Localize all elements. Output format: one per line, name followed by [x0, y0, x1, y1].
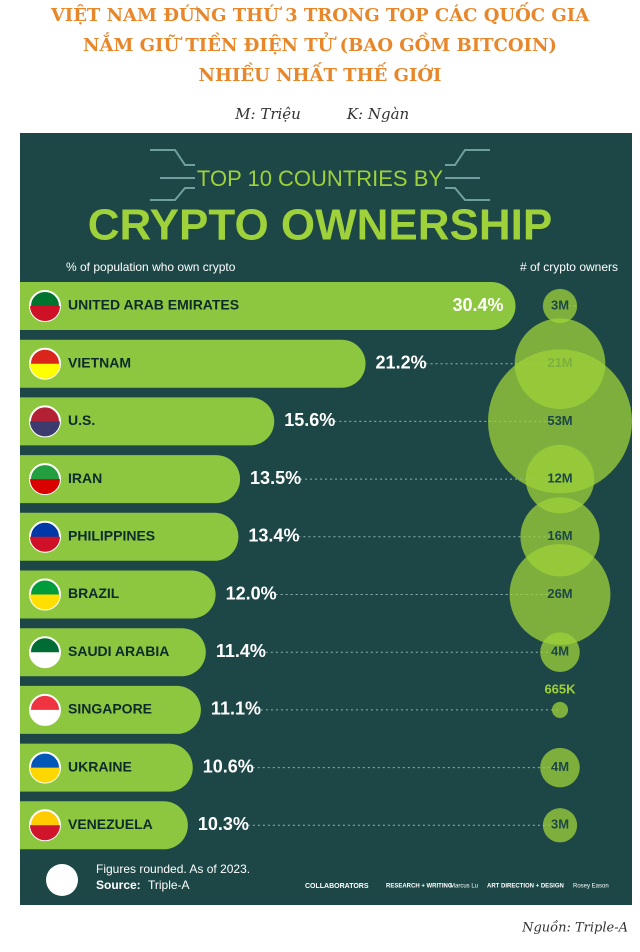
bubble [542, 288, 578, 324]
research-label: RESEARCH + WRITING [386, 884, 453, 890]
bubble-label: 4M [551, 644, 569, 659]
bubble [542, 808, 578, 843]
bar [20, 743, 193, 792]
bubble-label: 665K [544, 681, 576, 696]
bubble-label: 3M [551, 297, 569, 312]
legend-m: M: Triệu [234, 105, 301, 123]
flag [30, 709, 60, 725]
legend-k: K: Ngàn [346, 105, 409, 123]
bubble-label: 4M [551, 759, 569, 774]
header-title: NẮM GIỮ TIỀN ĐIỆN TỬ (BAO GỒM BITCOIN) [83, 30, 557, 56]
flag [30, 825, 60, 841]
bar [20, 685, 201, 734]
bar [20, 512, 239, 561]
category-label: PHILIPPINES [68, 528, 155, 544]
value-label: 10.3% [198, 814, 249, 834]
bubble-label: 53M [547, 413, 572, 428]
category-label: VENEZUELA [68, 816, 153, 832]
note: Figures rounded. As of 2023. [96, 862, 250, 876]
bubble-label: 16M [547, 528, 572, 543]
header-title: NHIỀU NHẤT THẾ GIỚI [199, 61, 442, 86]
bar [20, 628, 206, 677]
header-title: VIỆT NAM ĐỨNG THỨ 3 TRONG TOP CÁC QUỐC G… [50, 1, 590, 26]
bubble [540, 747, 580, 788]
bar [20, 801, 188, 850]
circuit-decoration [150, 149, 490, 201]
value-label: 11.1% [211, 699, 261, 719]
design-label: ART DIRECTION + DESIGN [487, 884, 564, 890]
subtitle-left: % of population who own crypto [66, 260, 236, 274]
bar [20, 455, 241, 504]
bubble [525, 444, 595, 514]
bar [20, 570, 216, 619]
flag [30, 536, 60, 552]
research: Marcus Lu [450, 884, 478, 890]
bar [20, 397, 275, 446]
logo [46, 864, 78, 896]
collaborators: COLLABORATORS [305, 883, 369, 890]
source: Triple-A [148, 878, 190, 892]
design: Rosey Eason [573, 884, 609, 890]
bubble-label: 12M [547, 471, 572, 486]
flag [30, 767, 60, 783]
flag [30, 594, 60, 610]
category-label: VIETNAM [68, 354, 131, 370]
flag [30, 421, 60, 437]
value-label: 13.5% [250, 468, 301, 488]
category-label: IRAN [68, 470, 102, 486]
category-label: U.S. [68, 412, 95, 428]
flag [30, 652, 60, 668]
value-label: 13.4% [248, 526, 299, 546]
value-label: 12.0% [226, 583, 277, 603]
flag [30, 306, 60, 321]
bar [20, 282, 516, 330]
source-label: Source: [96, 878, 141, 892]
bar [20, 339, 366, 388]
category-label: SAUDI ARABIA [68, 643, 169, 659]
value-label: 30.4% [452, 295, 503, 315]
chart-title-top: TOP 10 COUNTRIES BY [197, 166, 443, 191]
bubble [488, 349, 632, 494]
category-label: UKRAINE [68, 758, 132, 774]
category-label: BRAZIL [68, 585, 120, 601]
value-label: 10.6% [203, 756, 254, 776]
value-label: 21.2% [376, 352, 427, 372]
subtitle-right: # of crypto owners [520, 260, 618, 274]
bubble [509, 544, 611, 645]
category-label: UNITED ARAB EMIRATES [68, 297, 239, 313]
flag [30, 479, 60, 495]
value-label: 15.6% [284, 410, 335, 430]
category-label: SINGAPORE [68, 701, 152, 717]
flag [30, 363, 60, 379]
bubble [551, 701, 569, 718]
chart-title: CRYPTO OWNERSHIP [88, 201, 553, 250]
footer-source: Nguồn: Triple-A [521, 920, 628, 936]
value-label: 11.4% [216, 641, 266, 661]
bubble [540, 632, 580, 672]
bubble-label: 3M [551, 817, 569, 832]
bubble-label: 26M [547, 586, 572, 601]
